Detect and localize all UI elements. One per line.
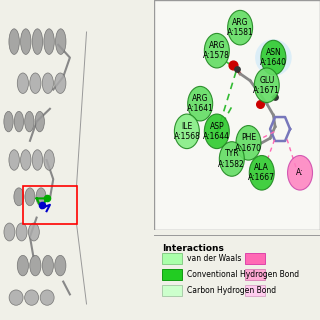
Ellipse shape xyxy=(9,29,20,54)
Ellipse shape xyxy=(55,255,66,276)
Ellipse shape xyxy=(25,290,39,305)
Circle shape xyxy=(204,33,229,68)
Ellipse shape xyxy=(17,73,28,93)
FancyBboxPatch shape xyxy=(162,285,182,296)
Ellipse shape xyxy=(4,111,13,132)
Ellipse shape xyxy=(28,223,39,241)
Ellipse shape xyxy=(40,290,54,305)
Bar xyxy=(23,186,76,224)
Circle shape xyxy=(174,114,199,148)
FancyBboxPatch shape xyxy=(245,253,265,264)
Point xyxy=(234,67,239,72)
Ellipse shape xyxy=(20,150,31,170)
Ellipse shape xyxy=(16,223,27,241)
Text: TYR
A:1582: TYR A:1582 xyxy=(219,149,245,169)
Circle shape xyxy=(249,156,274,190)
Point xyxy=(231,62,236,67)
Circle shape xyxy=(219,142,244,176)
Ellipse shape xyxy=(25,111,34,132)
Ellipse shape xyxy=(42,255,53,276)
Ellipse shape xyxy=(255,39,292,76)
Text: Interactions: Interactions xyxy=(162,244,224,253)
Point xyxy=(258,101,263,106)
Text: van der Waals: van der Waals xyxy=(187,254,241,263)
Ellipse shape xyxy=(55,73,66,93)
Ellipse shape xyxy=(42,73,53,93)
Ellipse shape xyxy=(32,29,43,54)
Circle shape xyxy=(288,156,313,190)
Ellipse shape xyxy=(44,29,54,54)
Ellipse shape xyxy=(14,188,24,206)
Point xyxy=(44,196,49,201)
Ellipse shape xyxy=(30,255,41,276)
Ellipse shape xyxy=(36,188,46,206)
FancyBboxPatch shape xyxy=(245,285,265,296)
Ellipse shape xyxy=(55,29,66,54)
Ellipse shape xyxy=(17,255,28,276)
FancyBboxPatch shape xyxy=(162,269,182,280)
Text: ASN
A:1640: ASN A:1640 xyxy=(260,48,287,67)
Circle shape xyxy=(228,10,252,45)
Point xyxy=(273,94,278,99)
Ellipse shape xyxy=(30,73,41,93)
Circle shape xyxy=(188,86,213,121)
Circle shape xyxy=(204,114,229,148)
Text: A:: A: xyxy=(296,168,304,177)
Ellipse shape xyxy=(32,150,43,170)
Text: ALA
A:1667: ALA A:1667 xyxy=(248,163,275,182)
FancyBboxPatch shape xyxy=(162,253,182,264)
Text: Conventional Hydrogen Bond: Conventional Hydrogen Bond xyxy=(187,270,299,279)
Ellipse shape xyxy=(35,111,44,132)
Ellipse shape xyxy=(14,111,24,132)
FancyBboxPatch shape xyxy=(245,269,265,280)
Ellipse shape xyxy=(4,223,15,241)
Text: PHE
A:1670: PHE A:1670 xyxy=(235,133,262,153)
Text: ILE
A:1568: ILE A:1568 xyxy=(173,122,200,141)
Ellipse shape xyxy=(9,290,23,305)
Text: ARG
A:1581: ARG A:1581 xyxy=(227,18,253,37)
Ellipse shape xyxy=(25,188,35,206)
Circle shape xyxy=(254,68,279,102)
Ellipse shape xyxy=(20,29,31,54)
Text: ARG
A:1641: ARG A:1641 xyxy=(187,94,214,113)
Text: ASP
A:1644: ASP A:1644 xyxy=(203,122,230,141)
Text: GLU
A:1671: GLU A:1671 xyxy=(253,76,280,95)
Text: Carbon Hydrogen Bond: Carbon Hydrogen Bond xyxy=(187,286,276,295)
Ellipse shape xyxy=(9,150,20,170)
Circle shape xyxy=(236,125,261,160)
Circle shape xyxy=(261,40,286,75)
Text: ARG
A:1578: ARG A:1578 xyxy=(204,41,230,60)
Ellipse shape xyxy=(44,150,54,170)
Point xyxy=(39,202,44,207)
